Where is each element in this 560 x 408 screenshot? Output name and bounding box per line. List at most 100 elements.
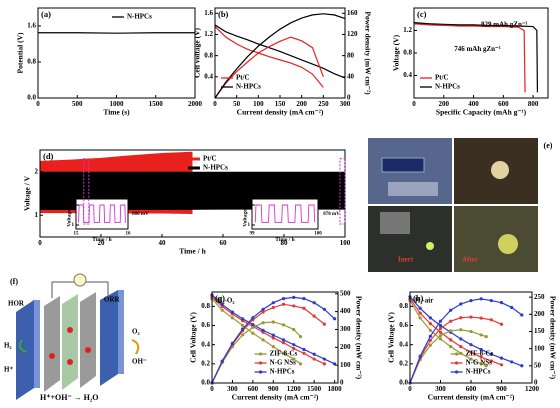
legend-label: Pt/C (203, 155, 217, 163)
series-marker (251, 331, 255, 335)
annotation: 880 mV (132, 212, 149, 217)
series-marker (418, 316, 422, 320)
y-tick-label: 1.6 (27, 22, 36, 30)
diagram-label: H⁺ (4, 366, 13, 374)
series-marker (479, 297, 483, 301)
series-marker (271, 301, 275, 305)
legend-marker (259, 352, 263, 356)
y2-axis-label: Power density (mW cm⁻²) (548, 296, 557, 380)
x-tick-label: 16 (126, 232, 132, 237)
legend-label: ZIF-8-Cs (270, 350, 298, 358)
series-marker (428, 322, 432, 326)
legend-marker (259, 361, 263, 365)
series-marker (251, 316, 255, 320)
x-tick-label: 300 (340, 100, 351, 108)
y-tick-label: 1 (72, 223, 75, 228)
series-line (413, 22, 539, 93)
series-marker (332, 317, 337, 321)
series-marker (499, 301, 504, 305)
series-layer (413, 22, 539, 93)
y-tick-label: 0.0 (27, 94, 36, 102)
panel-label: (g) (215, 293, 225, 303)
x-tick-label: 99 (250, 232, 256, 237)
plot-area (38, 8, 195, 98)
series-marker (241, 323, 245, 328)
series-marker (312, 357, 316, 361)
series-marker (332, 362, 337, 366)
series-marker (469, 329, 473, 334)
fuel-cell-diagram (16, 273, 140, 400)
x-axis-label: Current density (mA cm⁻²) (232, 392, 319, 401)
y-tick-label: 0.8 (201, 302, 210, 310)
y-axis-label: Voltage (V) (392, 34, 401, 71)
annotation: H₂-O₂ (217, 297, 234, 305)
series-marker (281, 323, 286, 327)
legend-label: N-HPCs (203, 164, 228, 172)
series-marker (469, 315, 473, 319)
series-marker (499, 356, 504, 360)
panel-label: (d) (43, 151, 54, 161)
y-tick-label: 0.2 (201, 359, 210, 367)
series-line (211, 298, 301, 365)
series-marker (469, 350, 473, 354)
x-tick-label: 0 (412, 100, 416, 108)
legend-label: Pt/C (236, 74, 250, 82)
series-marker (449, 345, 453, 349)
series-line (214, 24, 346, 79)
y-axis-label: Voltage / V (242, 201, 248, 227)
y-axis-label: Cell Voltage (V) (387, 312, 396, 363)
x-tick-label: 1000 (110, 100, 125, 108)
series-marker (261, 307, 265, 311)
series-marker (479, 316, 483, 320)
series-marker (292, 327, 296, 332)
series-marker (479, 347, 483, 352)
series-marker (312, 301, 316, 305)
series-line (214, 36, 324, 99)
series-marker (510, 305, 514, 310)
series-marker (230, 316, 235, 320)
x-axis-label: Time / h (179, 246, 206, 255)
series-marker (459, 337, 463, 341)
y-tick-label: 0.4 (403, 71, 412, 79)
series-marker (418, 354, 422, 358)
series-marker (469, 343, 473, 347)
x-tick-label: 0 (408, 385, 412, 393)
series-marker (438, 334, 443, 338)
x-tick-label: 1500 (307, 385, 322, 393)
series-marker (312, 314, 316, 318)
chart: 0 300 600 900 1200 0.0 0.2 0.4 0.6 0.8 0 50 100 150 20… (387, 291, 557, 401)
series-marker (298, 362, 303, 366)
series-marker (281, 338, 286, 342)
series-marker (479, 355, 483, 359)
photo-caption: After (462, 256, 478, 264)
x-tick-label: 50 (233, 100, 241, 108)
series-marker (428, 338, 432, 343)
y-tick-label: 0.4 (204, 72, 213, 80)
series-marker (459, 302, 463, 306)
series-marker (281, 297, 286, 301)
y2-tick-label: 160 (347, 9, 358, 17)
x-tick-label: 600 (466, 385, 477, 393)
chart: 99 100 1 2 Time / h Voltage / V 870 mV (242, 198, 340, 243)
x-tick-label: 1200 (287, 385, 302, 393)
y2-tick-label: 40 (347, 72, 355, 80)
y2-tick-label: 80 (347, 51, 355, 59)
x-tick-label: 40 (159, 239, 167, 247)
x-tick-label: 200 (296, 100, 307, 108)
y-tick-label: 0.8 (204, 51, 213, 59)
series-marker (479, 362, 483, 366)
y2-tick-label: 0 (340, 379, 344, 387)
panel-label: (f) (10, 277, 18, 286)
series-marker (271, 336, 275, 340)
y-tick-label: 1 (35, 211, 39, 219)
series-marker (520, 313, 524, 317)
series-marker (312, 352, 316, 356)
y-tick-label: 0.6 (201, 321, 210, 329)
y-tick-label: 0.4 (201, 340, 210, 348)
legend-label: N-HPCs (127, 13, 152, 21)
series-line (214, 26, 324, 88)
y-tick-label: 1.6 (204, 9, 213, 17)
legend-marker (455, 370, 459, 374)
series-marker (499, 322, 504, 326)
series-marker (271, 305, 275, 310)
